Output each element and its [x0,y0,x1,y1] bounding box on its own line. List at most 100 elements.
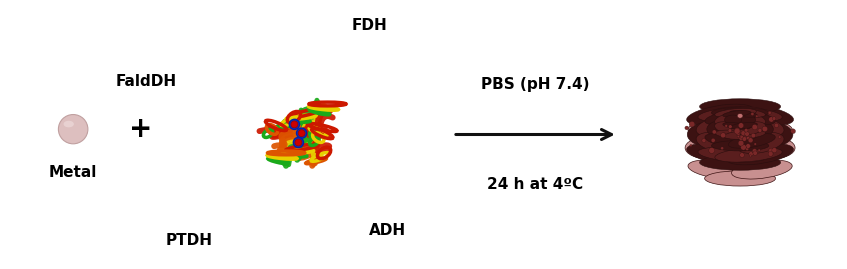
Ellipse shape [688,116,749,136]
Ellipse shape [730,122,757,129]
Ellipse shape [687,144,754,165]
Ellipse shape [758,129,761,132]
Ellipse shape [727,104,794,125]
Ellipse shape [705,109,776,125]
Ellipse shape [739,115,756,125]
Ellipse shape [707,120,740,138]
Ellipse shape [768,111,771,114]
Ellipse shape [739,123,744,128]
Text: PTDH: PTDH [166,233,213,249]
Ellipse shape [746,144,750,148]
Ellipse shape [723,108,766,118]
Ellipse shape [741,131,746,136]
Ellipse shape [715,147,783,162]
Ellipse shape [291,121,298,128]
Ellipse shape [722,133,725,135]
Ellipse shape [698,147,766,162]
Ellipse shape [723,130,766,139]
Ellipse shape [296,128,307,138]
Ellipse shape [689,144,692,147]
Ellipse shape [685,126,689,130]
Ellipse shape [749,152,753,156]
Ellipse shape [721,147,723,150]
Ellipse shape [295,139,302,146]
Ellipse shape [740,135,743,138]
Ellipse shape [737,135,739,138]
Text: FDH: FDH [352,18,387,33]
Ellipse shape [769,117,774,122]
Ellipse shape [751,133,756,138]
Ellipse shape [688,160,749,179]
Ellipse shape [725,125,728,127]
Ellipse shape [687,104,754,125]
Ellipse shape [705,133,752,148]
Ellipse shape [728,133,775,148]
Ellipse shape [722,122,750,129]
Ellipse shape [705,171,776,186]
Ellipse shape [728,110,775,125]
Ellipse shape [715,122,744,135]
Ellipse shape [752,125,757,130]
Text: ADH: ADH [368,223,406,238]
Ellipse shape [762,127,765,130]
Ellipse shape [739,153,745,157]
Ellipse shape [741,131,745,136]
Ellipse shape [778,136,781,139]
Ellipse shape [750,112,754,116]
Text: 24 h at 4ºC: 24 h at 4ºC [487,177,583,192]
Ellipse shape [730,111,757,117]
Ellipse shape [772,117,776,120]
Ellipse shape [736,132,740,136]
Ellipse shape [791,129,795,134]
Ellipse shape [728,129,732,132]
Ellipse shape [711,138,715,142]
Ellipse shape [685,137,734,159]
Ellipse shape [737,114,743,118]
Ellipse shape [746,136,750,140]
Ellipse shape [724,115,742,125]
Ellipse shape [705,110,752,125]
Ellipse shape [754,143,756,145]
Ellipse shape [739,136,743,140]
Ellipse shape [745,147,749,150]
Ellipse shape [712,130,717,134]
Ellipse shape [753,151,757,155]
Ellipse shape [687,122,737,147]
Ellipse shape [740,120,773,138]
Ellipse shape [745,132,750,136]
Ellipse shape [768,151,773,156]
Ellipse shape [740,136,745,140]
Ellipse shape [696,132,744,154]
Ellipse shape [732,160,792,179]
Ellipse shape [722,111,750,117]
Ellipse shape [711,107,769,118]
Ellipse shape [711,140,769,151]
Ellipse shape [750,155,751,157]
Ellipse shape [715,108,756,118]
Ellipse shape [702,139,706,143]
Ellipse shape [756,115,758,117]
Ellipse shape [715,107,783,122]
Text: PBS (pH 7.4): PBS (pH 7.4) [481,77,590,92]
Ellipse shape [298,130,305,137]
Ellipse shape [715,130,756,139]
Text: +: + [129,115,152,143]
Ellipse shape [709,147,715,153]
Ellipse shape [744,122,793,147]
Ellipse shape [700,155,781,170]
Ellipse shape [58,115,88,144]
Ellipse shape [736,113,766,126]
Ellipse shape [772,148,777,153]
Ellipse shape [715,113,744,126]
Ellipse shape [736,122,766,135]
Ellipse shape [728,125,732,129]
Ellipse shape [768,148,774,154]
Ellipse shape [740,144,746,150]
Ellipse shape [689,121,695,127]
Ellipse shape [752,149,757,153]
Ellipse shape [745,129,748,132]
Ellipse shape [700,99,781,114]
Ellipse shape [737,115,784,137]
Ellipse shape [774,123,778,128]
Ellipse shape [734,128,740,133]
